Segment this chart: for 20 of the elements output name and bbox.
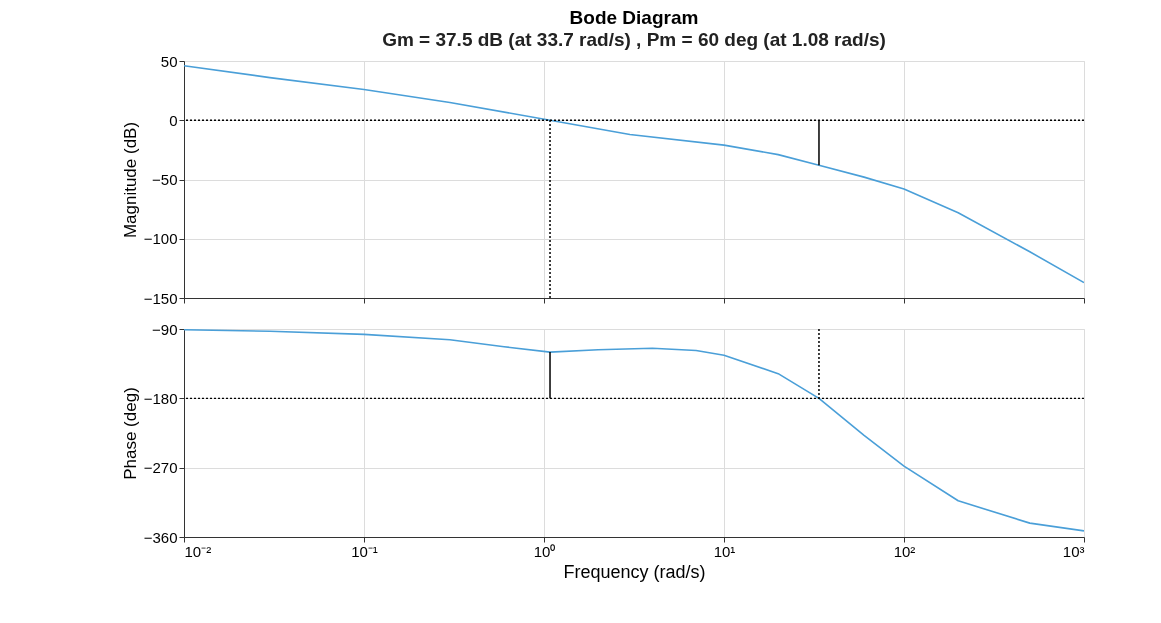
y-tick-label: −90 (152, 320, 178, 338)
x-tick-label: 10² (893, 542, 916, 560)
x-tick-label: 10⁰ (533, 542, 556, 560)
x-tick-label: 10⁻¹ (351, 542, 378, 560)
y-axis-title: Phase (deg) (120, 387, 140, 480)
y-tick-label: −50 (152, 171, 178, 188)
x-tick-label: 10³ (1062, 542, 1085, 560)
y-tick-label: −180 (143, 389, 178, 407)
x-axis-title: Frequency (rad/s) (563, 561, 706, 582)
y-tick-label: 0 (169, 111, 178, 129)
chart-subtitle: Gm = 37.5 dB (at 33.7 rad/s) , Pm = 60 deg (at 1.08 rad/s) (382, 29, 886, 50)
y-tick-label: −100 (143, 230, 178, 248)
y-tick-label: −270 (143, 459, 178, 477)
y-tick-label: −150 (143, 289, 178, 307)
y-tick-label: −360 (143, 528, 178, 546)
y-axis-title: Magnitude (dB) (120, 121, 140, 239)
x-tick-label: 10¹ (713, 542, 736, 560)
y-tick-label: 50 (160, 52, 178, 70)
chart-title: Bode Diagram (569, 7, 699, 28)
x-tick-label: 10⁻² (184, 542, 212, 560)
